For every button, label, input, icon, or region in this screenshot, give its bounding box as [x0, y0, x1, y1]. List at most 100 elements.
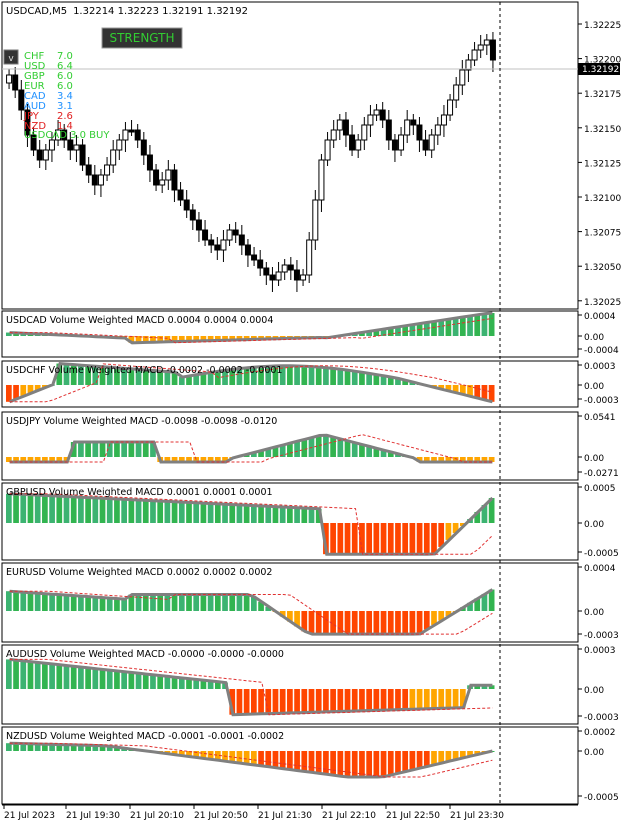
- macd-bar: [92, 668, 99, 689]
- macd-bar: [56, 363, 63, 385]
- price-pane[interactable]: USDCAD,M5 1.32214 1.32223 1.32191 1.32192…: [1, 1, 579, 310]
- candle-body: [165, 169, 172, 181]
- signal-line: [9, 493, 493, 555]
- strength-currency: USD: [24, 61, 46, 72]
- signal-line: [9, 363, 493, 403]
- macd-bar: [200, 503, 207, 523]
- macd-bar: [171, 594, 178, 611]
- macd-bar: [474, 751, 481, 755]
- macd-bar: [459, 385, 466, 395]
- macd-bar: [387, 611, 394, 635]
- macd-bar: [164, 676, 171, 689]
- macd-bar: [229, 751, 236, 763]
- macd-bar: [56, 496, 63, 523]
- macd-bar: [164, 457, 171, 462]
- signal-line: [9, 658, 493, 716]
- menu-icon[interactable]: v: [3, 49, 19, 65]
- macd-bar: [92, 597, 99, 611]
- price-axis[interactable]: 1.32225 1.32200 1.32175 1.32150 1.32125 1.321…: [578, 21, 621, 308]
- macd-bar: [287, 751, 293, 770]
- macd-bar: [474, 598, 481, 611]
- macd-bar: [70, 744, 77, 751]
- macd-bar: [402, 380, 409, 385]
- macd-line: [9, 741, 493, 779]
- candle-body: [67, 139, 74, 151]
- macd-bar: [92, 497, 99, 523]
- macd-bar: [467, 457, 473, 462]
- indicator-panes[interactable]: USDCAD Volume Weighted MACD 0.0004 0.000…: [1, 310, 619, 805]
- macd-bar: [56, 594, 63, 611]
- macd-bar: [114, 442, 120, 457]
- candle-body: [483, 39, 490, 46]
- candle-body: [251, 254, 258, 261]
- macd-bar: [27, 661, 34, 689]
- macd-bar: [78, 596, 84, 611]
- macd-pane[interactable]: EURUSD Volume Weighted MACD 0.0002 0.000…: [1, 562, 619, 643]
- macd-bar: [416, 457, 423, 462]
- price-label: 1.32100: [584, 194, 621, 204]
- macd-bar: [279, 507, 286, 523]
- candle-body: [489, 39, 496, 61]
- macd-pane[interactable]: USDJPY Volume Weighted MACD -0.0098 -0.0…: [1, 411, 619, 481]
- macd-bar: [99, 366, 106, 385]
- macd-bar: [207, 457, 214, 462]
- time-axis[interactable]: 21 Jul 2023 21 Jul 19:30 21 Jul 20:10 21 Ju…: [2, 804, 578, 821]
- candle-body: [97, 174, 104, 186]
- macd-bar: [438, 751, 445, 763]
- macd-bar: [423, 523, 430, 555]
- strength-currency: AUD: [24, 101, 46, 112]
- macd-bar: [287, 442, 293, 457]
- macd-bar: [49, 664, 55, 689]
- macd-bar: [121, 671, 127, 689]
- candle-body: [202, 229, 209, 241]
- macd-bar: [387, 751, 394, 775]
- macd-bar: [121, 368, 127, 385]
- macd-bar: [409, 324, 416, 336]
- macd-bar: [359, 372, 365, 385]
- time-label: 21 Jul 22:50: [386, 811, 440, 821]
- macd-bar: [395, 689, 401, 710]
- macd-bar: [207, 336, 214, 341]
- macd-bar: [344, 370, 351, 385]
- candle-body: [373, 109, 380, 116]
- candle-body: [416, 124, 423, 141]
- macd-bar: [27, 457, 34, 462]
- macd-bar: [337, 523, 344, 555]
- candle-body: [244, 244, 251, 256]
- macd-bar: [128, 672, 135, 689]
- macd-pane[interactable]: GBPUSD Volume Weighted MACD 0.0001 0.000…: [1, 482, 619, 561]
- candle-body: [385, 119, 392, 141]
- macd-bar: [380, 689, 387, 711]
- macd-pane[interactable]: NZDUSD Volume Weighted MACD -0.0001 -0.0…: [1, 726, 619, 805]
- candle-body: [214, 244, 221, 251]
- strength-value: 7.0: [57, 51, 73, 62]
- macd-pane[interactable]: USDCAD Volume Weighted MACD 0.0004 0.000…: [1, 310, 619, 358]
- macd-bar: [351, 611, 358, 635]
- macd-pane[interactable]: AUDUSD Volume Weighted MACD -0.0000 -0.0…: [1, 644, 619, 725]
- macd-bar: [193, 502, 200, 523]
- macd-bar: [452, 457, 459, 462]
- macd-bar: [279, 365, 286, 385]
- macd-bar: [229, 504, 236, 523]
- macd-bar: [178, 377, 185, 385]
- price-label: 1.32200: [584, 56, 621, 66]
- macd-pane[interactable]: USDCHF Volume Weighted MACD -0.0002 -0.0…: [1, 360, 619, 408]
- macd-bar: [258, 505, 264, 523]
- macd-bar: [315, 508, 322, 523]
- macd-bar: [222, 457, 228, 462]
- strength-button[interactable]: STRENGTH: [101, 27, 183, 49]
- macd-bar: [135, 442, 142, 457]
- macd-bar: [445, 751, 452, 762]
- macd-bar: [63, 665, 70, 689]
- candle-body: [146, 154, 153, 171]
- macd-bar: [387, 377, 394, 385]
- macd-bar: [78, 442, 84, 457]
- macd-bar: [488, 385, 495, 402]
- macd-bar: [330, 437, 336, 457]
- macd-bar: [229, 594, 236, 611]
- strength-value: 6.0: [57, 71, 73, 82]
- macd-bar: [85, 745, 91, 751]
- macd-bar: [236, 689, 243, 715]
- macd-bar: [438, 320, 445, 336]
